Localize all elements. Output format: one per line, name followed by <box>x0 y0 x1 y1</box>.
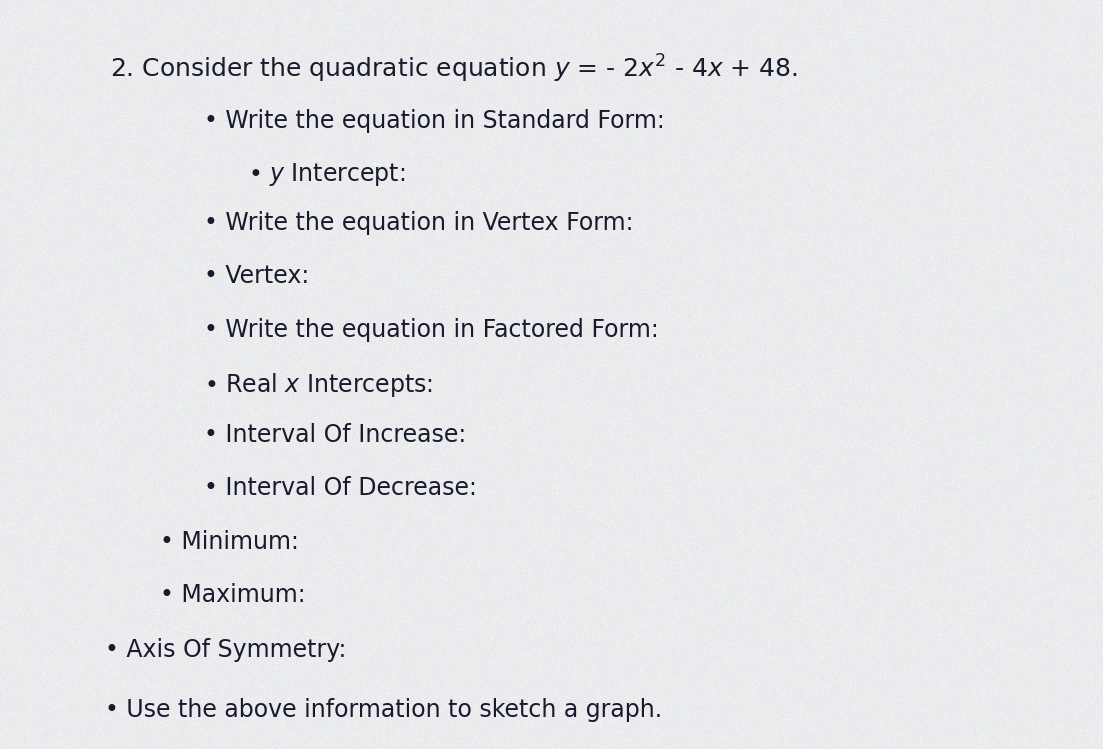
Text: • Maximum:: • Maximum: <box>160 583 306 607</box>
Text: 2. Consider the quadratic equation $y$ = - 2$x^2$ - 4$x$ + 48.: 2. Consider the quadratic equation $y$ =… <box>110 52 799 85</box>
Text: • Write the equation in Vertex Form:: • Write the equation in Vertex Form: <box>204 211 633 235</box>
Text: • Use the above information to sketch a graph.: • Use the above information to sketch a … <box>105 698 662 722</box>
Text: • Vertex:: • Vertex: <box>204 264 309 288</box>
Text: • Axis Of Symmetry:: • Axis Of Symmetry: <box>105 638 346 662</box>
Text: • Interval Of Increase:: • Interval Of Increase: <box>204 423 467 447</box>
Text: • Interval Of Decrease:: • Interval Of Decrease: <box>204 476 476 500</box>
Text: • $y$ Intercept:: • $y$ Intercept: <box>248 161 406 188</box>
Text: • Write the equation in Standard Form:: • Write the equation in Standard Form: <box>204 109 665 133</box>
Text: • Real $x$ Intercepts:: • Real $x$ Intercepts: <box>204 371 433 398</box>
Text: • Minimum:: • Minimum: <box>160 530 299 554</box>
Text: • Write the equation in Factored Form:: • Write the equation in Factored Form: <box>204 318 658 342</box>
